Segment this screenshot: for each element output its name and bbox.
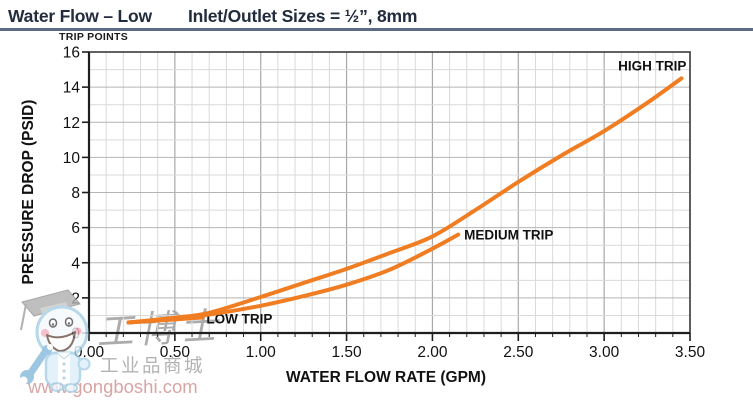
y-tick-label: 14 xyxy=(63,80,81,97)
y-tick-label: 6 xyxy=(71,220,80,237)
axes-and-ticks xyxy=(82,51,691,341)
curve-label-high_trip: HIGH TRIP xyxy=(618,58,686,73)
x-tick-label: 0.50 xyxy=(160,344,191,361)
x-tick-label: 3.00 xyxy=(589,344,620,361)
title-bar: Water Flow – Low Inlet/Outlet Sizes = ½”… xyxy=(8,6,417,27)
curve-label-low_trip: LOW TRIP xyxy=(206,312,272,327)
y-axis-title: PRESSURE DROP (PSID) xyxy=(20,100,37,285)
x-tick-label: 1.00 xyxy=(246,344,277,361)
y-tick-label: 16 xyxy=(63,45,80,62)
curve-label-medium_trip: MEDIUM TRIP xyxy=(464,228,553,243)
x-tick-label: 2.50 xyxy=(503,344,534,361)
page-title: Water Flow – Low xyxy=(8,6,152,26)
watermark-tagline-text: 工业品商城 xyxy=(100,355,205,376)
x-tick-label: 2.00 xyxy=(417,344,448,361)
trip-curves: LOW TRIP MEDIUM TRIP HIGH TRIP xyxy=(126,58,686,327)
y-tick-label: 8 xyxy=(71,185,80,202)
y-tick-label: 4 xyxy=(71,255,80,272)
y-tick-label: 12 xyxy=(63,115,80,132)
mascot-watermark-icon xyxy=(19,289,91,393)
y-tick-label: 10 xyxy=(63,150,81,167)
trip-curve-high_trip xyxy=(126,76,684,325)
gridlines xyxy=(89,52,691,333)
trip-points-label: TRIP POINTS xyxy=(59,31,129,43)
title-underline xyxy=(0,28,753,31)
tick-labels: 0.000.501.001.502.002.503.003.5002468101… xyxy=(63,45,706,362)
x-axis-title: WATER FLOW RATE (GPM) xyxy=(286,369,486,386)
page-subtitle: Inlet/Outlet Sizes = ½”, 8mm xyxy=(187,6,418,26)
x-tick-label: 1.50 xyxy=(331,344,362,361)
x-tick-label: 3.50 xyxy=(675,344,706,361)
